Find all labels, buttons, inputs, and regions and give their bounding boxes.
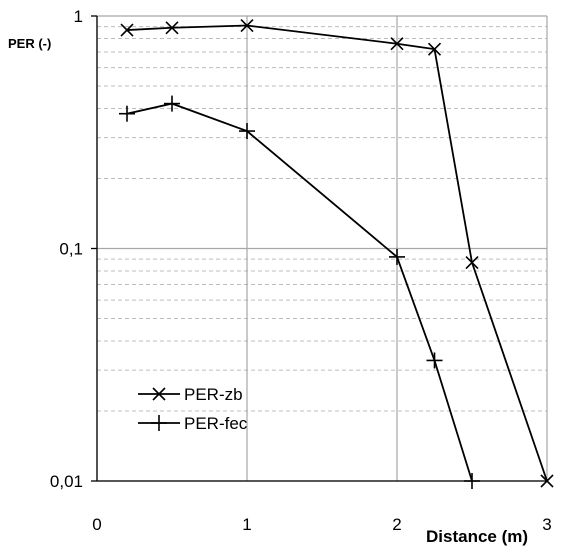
- legend-marker-per-zb: [152, 387, 166, 401]
- data-point-per-fec: [464, 473, 480, 489]
- data-point-per-zb: [390, 37, 404, 51]
- data-point-per-zb: [165, 21, 179, 35]
- x-tick-label: 1: [242, 515, 251, 534]
- series-line-per-fec: [126, 102, 473, 482]
- data-point-per-fec: [389, 248, 405, 265]
- axes: 0,01 0,1 1 0 1 2 3: [50, 7, 552, 534]
- data-point-per-fec: [426, 352, 443, 369]
- y-tick-label: 0,1: [59, 240, 83, 259]
- grid: [96, 15, 548, 482]
- legend-label-per-zb: PER-zb: [184, 385, 243, 404]
- y-tick-label: 1: [74, 7, 83, 26]
- data-point-per-fec: [119, 105, 135, 122]
- legend-label-per-fec: PER-fec: [184, 414, 248, 433]
- x-tick-label: 2: [392, 515, 401, 534]
- y-tick-label: 0,01: [50, 472, 83, 491]
- series-line-per-zb: [126, 24, 548, 482]
- x-tick-label: 0: [92, 515, 101, 534]
- legend-marker-per-fec: [151, 415, 167, 431]
- data-point-per-zb: [465, 255, 479, 270]
- x-tick-label: 3: [542, 515, 551, 534]
- data-point-per-zb: [427, 42, 442, 56]
- data-point-per-zb: [240, 18, 254, 33]
- data-point-per-fec: [239, 123, 255, 140]
- data-point-per-zb: [540, 474, 554, 488]
- series: [119, 18, 554, 489]
- labels: PER (-) Distance (m): [8, 36, 528, 546]
- data-point-per-zb: [120, 23, 134, 37]
- data-point-per-fec: [164, 95, 180, 112]
- legend: PER-zb PER-fec: [138, 385, 248, 433]
- y-axis-label: PER (-): [8, 36, 51, 51]
- x-axis-label: Distance (m): [426, 527, 528, 546]
